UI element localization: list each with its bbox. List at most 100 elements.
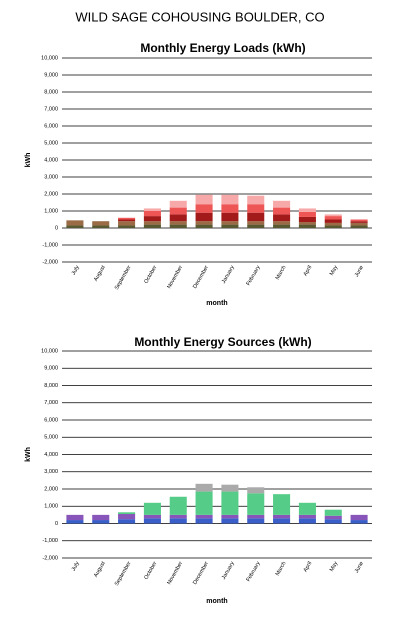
bar-segment [324, 222, 342, 226]
x-tick-label: March [275, 265, 288, 281]
bar-segment [169, 514, 187, 519]
bar-segment [350, 520, 368, 524]
bar-segment [118, 225, 136, 228]
bar-segment [324, 515, 342, 520]
bar-segment [195, 518, 213, 524]
bar-segment [324, 214, 342, 217]
bar-segment [195, 194, 213, 205]
x-tick-label: August [93, 264, 107, 282]
bar-segment [298, 216, 316, 223]
bar-segment [273, 214, 291, 222]
x-tick-label: June [354, 265, 365, 278]
x-tick-label: May [329, 265, 340, 277]
bar-segment [350, 514, 368, 521]
x-tick-label: April [303, 561, 314, 574]
y-tick-label: 2,000 [44, 486, 58, 492]
y-tick-label: 0 [55, 225, 58, 231]
y-tick-label: 1,000 [44, 504, 58, 510]
bar-segment [221, 514, 239, 519]
y-tick-label: 7,000 [44, 106, 58, 112]
bar-segment [221, 484, 239, 492]
bar-segment [247, 514, 265, 519]
y-tick-label: 6,000 [44, 417, 58, 423]
y-tick-label: 4,000 [44, 157, 58, 163]
x-tick-label: February [246, 561, 262, 583]
y-tick-label: 8,000 [44, 89, 58, 95]
x-axis-label: month [206, 300, 227, 307]
bar-segment [324, 219, 342, 223]
bar-segment [247, 195, 265, 205]
bar-segment [350, 225, 368, 228]
bar-segment [195, 224, 213, 228]
bar-segment [169, 224, 187, 228]
bar-segment [324, 225, 342, 228]
bar-segment [298, 211, 316, 217]
bar-segment [118, 219, 136, 222]
bar-segment [118, 221, 136, 226]
bar-segment [247, 212, 265, 222]
bar-segment [324, 519, 342, 524]
bar-segment [195, 483, 213, 492]
y-tick-label: 4,000 [44, 452, 58, 458]
bar-segment [247, 224, 265, 228]
x-tick-label: June [354, 561, 365, 574]
bar-segment [66, 220, 84, 226]
y-tick-label: 0 [55, 521, 58, 527]
bar-segment [66, 514, 84, 521]
x-tick-label: November [166, 265, 184, 290]
bar-segment [143, 211, 161, 217]
bar-segment [273, 224, 291, 228]
x-tick-label: August [93, 560, 107, 578]
bar-segment [66, 520, 84, 524]
y-tick-label: 10,000 [41, 348, 58, 354]
x-tick-label: January [221, 561, 236, 581]
bar-segment [92, 520, 110, 524]
bar-segment [143, 216, 161, 222]
bar-segment [273, 221, 291, 225]
x-tick-label: September [114, 265, 133, 291]
y-axis-label: kWh [25, 447, 32, 462]
y-tick-label: 1,000 [44, 208, 58, 214]
bar-segment [143, 502, 161, 515]
bar-segment [221, 194, 239, 205]
x-tick-label: February [246, 265, 262, 287]
x-tick-label: September [114, 561, 133, 587]
y-tick-label: -1,000 [42, 538, 58, 544]
y-tick-label: -1,000 [42, 242, 58, 248]
bar-segment [143, 224, 161, 228]
bar-segment [195, 204, 213, 213]
y-tick-label: 9,000 [44, 366, 58, 372]
x-tick-label: April [303, 265, 314, 278]
bar-segment [221, 518, 239, 524]
bar-segment [143, 518, 161, 524]
x-tick-label: December [192, 561, 210, 586]
bar-segment [221, 491, 239, 515]
bar-segment [298, 502, 316, 515]
x-tick-label: November [166, 561, 184, 586]
y-tick-label: 9,000 [44, 72, 58, 78]
bar-segment [221, 221, 239, 225]
y-tick-label: 3,000 [44, 174, 58, 180]
bar-segment [273, 494, 291, 515]
bar-segment [92, 221, 110, 226]
bar-segment [195, 212, 213, 222]
bar-segment [92, 514, 110, 521]
bar-segment [143, 208, 161, 211]
bar-segment [350, 219, 368, 222]
bar-segment [118, 217, 136, 220]
y-tick-label: 8,000 [44, 383, 58, 389]
x-tick-label: March [275, 561, 288, 577]
bar-segment [298, 514, 316, 519]
bar-segment [324, 509, 342, 516]
x-tick-label: July [71, 265, 81, 277]
chart-title: Monthly Energy Sources (kWh) [134, 335, 311, 349]
bar-segment [221, 212, 239, 222]
bar-segment [298, 224, 316, 228]
bar-segment [169, 518, 187, 524]
bar-segment [273, 200, 291, 208]
bar-segment [118, 514, 136, 520]
y-tick-label: 5,000 [44, 435, 58, 441]
x-tick-label: December [192, 265, 210, 290]
x-tick-label: May [329, 561, 340, 573]
bar-segment [92, 225, 110, 228]
